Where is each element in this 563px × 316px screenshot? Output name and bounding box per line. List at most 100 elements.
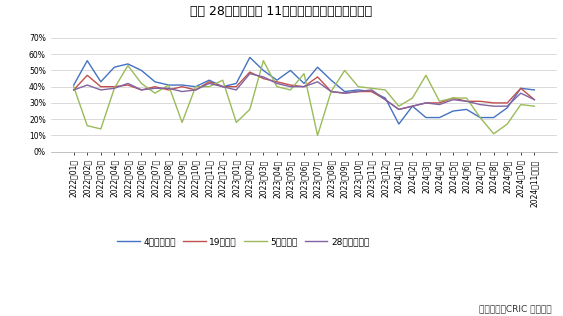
4个一线城市 <box>395 122 402 126</box>
28个城市均値 <box>274 82 280 85</box>
28个城市均値 <box>490 104 497 108</box>
19个二线 <box>368 90 375 94</box>
4个一线城市 <box>138 69 145 72</box>
19个二线 <box>111 85 118 88</box>
19个二线 <box>178 85 185 88</box>
28个城市均値 <box>301 85 307 88</box>
5个三四线 <box>111 86 118 90</box>
5个三四线 <box>368 86 375 90</box>
19个二线 <box>220 85 226 88</box>
Legend: 4个一线城市, 19个二线, 5个三四线, 28个城市均値: 4个一线城市, 19个二线, 5个三四线, 28个城市均値 <box>114 234 373 250</box>
28个城市均値 <box>382 98 388 101</box>
28个城市均値 <box>314 80 321 84</box>
4个一线城市 <box>165 83 172 87</box>
19个二线 <box>84 73 91 77</box>
28个城市均値 <box>477 103 484 106</box>
19个二线 <box>395 107 402 111</box>
19个二线 <box>260 77 267 81</box>
5个三四线 <box>233 120 240 124</box>
4个一线城市 <box>436 116 443 119</box>
19个二线 <box>124 83 131 87</box>
28个城市均値 <box>328 90 334 94</box>
28个城市均値 <box>355 90 361 94</box>
5个三四线 <box>206 85 213 88</box>
5个三四线 <box>314 134 321 137</box>
5个三四线 <box>409 96 416 100</box>
19个二线 <box>287 83 294 87</box>
28个城市均値 <box>124 82 131 85</box>
19个二线 <box>504 101 511 105</box>
19个二线 <box>138 88 145 92</box>
4个一线城市 <box>178 83 185 87</box>
Line: 4个一线城市: 4个一线城市 <box>74 58 534 124</box>
5个三四线 <box>504 122 511 126</box>
19个二线 <box>477 100 484 103</box>
4个一线城市 <box>260 69 267 72</box>
19个二线 <box>423 101 430 105</box>
4个一线城市 <box>382 96 388 100</box>
4个一线城市 <box>206 78 213 82</box>
4个一线城市 <box>368 90 375 94</box>
5个三四线 <box>382 88 388 92</box>
28个城市均値 <box>233 88 240 92</box>
4个一线城市 <box>314 65 321 69</box>
28个城市均値 <box>111 86 118 90</box>
4个一线城市 <box>531 88 538 92</box>
19个二线 <box>341 91 348 95</box>
5个三四线 <box>423 73 430 77</box>
5个三四线 <box>84 124 91 128</box>
28个城市均値 <box>517 91 524 95</box>
19个二线 <box>151 85 158 88</box>
5个三四线 <box>450 96 457 100</box>
5个三四线 <box>260 59 267 63</box>
28个城市均値 <box>450 98 457 101</box>
4个一线城市 <box>287 69 294 72</box>
19个二线 <box>192 88 199 92</box>
5个三四线 <box>151 91 158 95</box>
4个一线城市 <box>504 106 511 110</box>
5个三四线 <box>138 82 145 85</box>
28个城市均値 <box>463 100 470 103</box>
Text: 图： 28个重点城市 11月预期项目去化率变动情况: 图： 28个重点城市 11月预期项目去化率变动情况 <box>190 5 373 18</box>
4个一线城市 <box>151 80 158 84</box>
28个城市均値 <box>70 88 77 92</box>
28个城市均値 <box>504 104 511 108</box>
5个三四线 <box>247 107 253 111</box>
5个三四线 <box>287 88 294 92</box>
5个三四线 <box>517 103 524 106</box>
4个一线城市 <box>450 109 457 113</box>
19个二线 <box>206 80 213 84</box>
28个城市均値 <box>247 72 253 76</box>
19个二线 <box>463 100 470 103</box>
28个城市均値 <box>178 90 185 94</box>
19个二线 <box>233 85 240 88</box>
19个二线 <box>517 86 524 90</box>
5个三四线 <box>463 96 470 100</box>
19个二线 <box>301 85 307 88</box>
19个二线 <box>274 80 280 84</box>
28个城市均値 <box>260 75 267 79</box>
4个一线城市 <box>328 78 334 82</box>
19个二线 <box>247 70 253 74</box>
5个三四线 <box>490 132 497 136</box>
4个一线城市 <box>355 88 361 92</box>
4个一线城市 <box>247 56 253 59</box>
4个一线城市 <box>97 80 104 84</box>
5个三四线 <box>328 90 334 94</box>
28个城市均値 <box>206 82 213 85</box>
5个三四线 <box>531 104 538 108</box>
5个三四线 <box>341 69 348 72</box>
4个一线城市 <box>220 85 226 88</box>
19个二线 <box>70 88 77 92</box>
28个城市均値 <box>165 86 172 90</box>
19个二线 <box>409 104 416 108</box>
19个二线 <box>328 90 334 94</box>
Line: 28个城市均値: 28个城市均値 <box>74 74 534 109</box>
28个城市均値 <box>436 103 443 106</box>
28个城市均値 <box>341 91 348 95</box>
28个城市均値 <box>287 85 294 88</box>
28个城市均値 <box>531 98 538 101</box>
19个二线 <box>436 101 443 105</box>
19个二线 <box>314 75 321 79</box>
5个三四线 <box>395 104 402 108</box>
